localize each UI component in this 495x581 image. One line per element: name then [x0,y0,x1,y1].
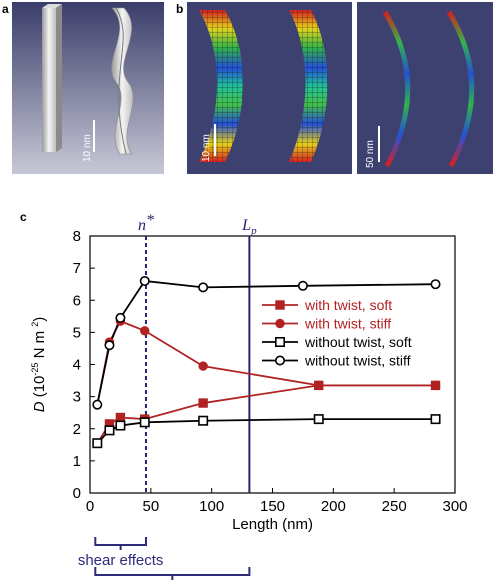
series-3-point [139,417,150,428]
series-3-point [430,414,441,425]
y-axis-label: D (10-25 N m 2) [30,317,48,413]
vline-label: Lp [241,217,257,237]
annotation-label: shear effects [78,552,164,569]
y-tick-label: 2 [73,421,81,438]
series-3-point [104,425,115,436]
panel-b-right-scalebar-label: 50 nm [365,140,376,168]
panel-a-image: 10 nm [12,2,164,174]
x-tick-label: 250 [382,498,407,515]
series-4-point [139,275,150,286]
y-tick-label: 3 [73,389,81,406]
legend-label: with twist, stiff [304,316,391,332]
vline-label: n* [138,212,154,234]
series-1-point [115,412,126,423]
series-3-point [115,420,126,431]
series-2-point [198,361,208,371]
series-4-point [104,340,115,351]
y-tick-label: 7 [73,260,81,277]
fem-rod-left-shape [199,10,243,162]
series-4-point [92,399,103,410]
y-tick-label: 8 [73,228,81,245]
panel-b-label: b [176,2,184,16]
panel-a-label: a [2,2,9,16]
series-2-point [314,380,324,391]
x-tick-label: 150 [260,498,285,515]
thin-rod-left-shape [382,10,411,168]
legend-label: without twist, soft [304,334,412,350]
series-line-1 [96,384,436,444]
legend-label: with twist, soft [304,297,392,313]
thin-rod-right-shape [446,10,475,168]
legend-marker [275,318,285,329]
legend-label: without twist, stiff [304,353,411,369]
panel-b-left-scalebar-label: 10 nm [201,134,212,162]
panel-c-label: c [20,210,27,224]
x-tick-label: 0 [86,498,94,515]
y-tick-label: 5 [73,324,81,341]
legend-marker [274,355,285,366]
series-2-point [140,326,150,336]
y-tick-label: 1 [73,453,81,470]
series-3-point [313,414,324,425]
bracket-2 [94,567,251,580]
straight-rod-shape [42,4,62,152]
y-tick-label: 4 [73,357,81,374]
series-4-point [198,282,209,293]
x-tick-label: 300 [442,498,467,515]
panel-a-scalebar-label: 10 nm [82,134,93,162]
series-3-point [92,438,103,449]
y-tick-label: 6 [73,292,81,309]
legend-marker [274,336,285,347]
series-1-point [198,398,208,408]
x-tick-label: 100 [199,498,224,515]
x-tick-label: 200 [321,498,346,515]
y-tick-label: 0 [73,485,81,502]
legend-marker [275,300,285,310]
panel-b-right-image: 50 nm [357,2,493,174]
twisted-rod-shape [111,7,134,155]
series-4-point [297,280,308,291]
bracket-1 [94,537,147,550]
fem-rod-right-shape [289,10,328,162]
x-axis-label: Length (nm) [232,516,313,533]
series-4-point [115,312,126,323]
series-4-point [430,279,441,290]
series-2-point [430,380,441,391]
series-3-point [198,415,209,426]
x-tick-label: 50 [142,498,159,515]
panel-b-left-image: 10 nm [187,2,352,174]
